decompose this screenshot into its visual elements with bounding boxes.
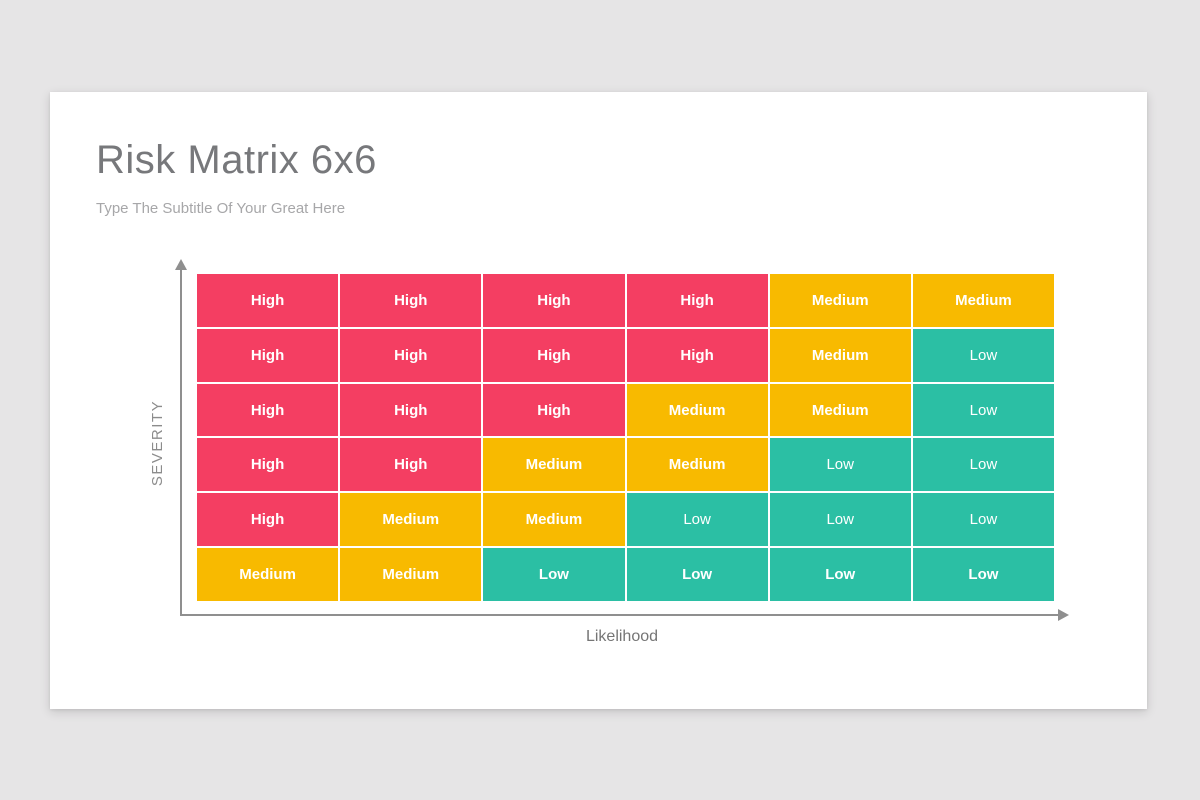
matrix-cell-r2c2: High — [340, 328, 482, 382]
matrix-cell-r1c3: High — [483, 274, 625, 327]
matrix-cell-r3c4: Medium — [626, 383, 768, 437]
matrix-cell-r6c6: Low — [912, 548, 1054, 601]
matrix-cell-r4c2: High — [340, 438, 482, 492]
matrix-cell-r1c5: Medium — [769, 274, 911, 327]
matrix-cell-r4c1: High — [197, 438, 339, 492]
x-axis-arrow-icon — [1058, 609, 1069, 621]
matrix-cell-r1c2: High — [340, 274, 482, 327]
matrix-cell-r5c5: Low — [769, 493, 911, 547]
matrix-cell-r4c6: Low — [912, 438, 1054, 492]
matrix-cell-r3c1: High — [197, 383, 339, 437]
risk-matrix-grid: High High High High Medium Medium High High High… — [197, 274, 1054, 601]
matrix-cell-r2c1: High — [197, 328, 339, 382]
matrix-cell-r5c2: Medium — [340, 493, 482, 547]
y-axis-line — [180, 270, 182, 616]
x-axis-line — [180, 614, 1058, 616]
matrix-cell-r6c4: Low — [626, 548, 768, 601]
matrix-cell-r4c3: Medium — [483, 438, 625, 492]
matrix-cell-r3c3: High — [483, 383, 625, 437]
y-axis-arrow-icon — [175, 259, 187, 270]
page-title: Risk Matrix 6x6 — [96, 138, 377, 182]
matrix-cell-r6c3: Low — [483, 548, 625, 601]
matrix-cell-r3c5: Medium — [769, 383, 911, 437]
matrix-cell-r5c3: Medium — [483, 493, 625, 547]
y-axis-label: SEVERITY — [149, 399, 166, 487]
matrix-cell-r4c5: Low — [769, 438, 911, 492]
matrix-cell-r3c2: High — [340, 383, 482, 437]
matrix-cell-r1c4: High — [626, 274, 768, 327]
matrix-cell-r3c6: Low — [912, 383, 1054, 437]
matrix-cell-r5c1: High — [197, 493, 339, 547]
matrix-cell-r2c3: High — [483, 328, 625, 382]
x-axis-label: Likelihood — [585, 628, 659, 645]
matrix-cell-r5c6: Low — [912, 493, 1054, 547]
matrix-cell-r4c4: Medium — [626, 438, 768, 492]
matrix-cell-r6c2: Medium — [340, 548, 482, 601]
matrix-cell-r2c6: Low — [912, 328, 1054, 382]
matrix-cell-r6c1: Medium — [197, 548, 339, 601]
matrix-cell-r1c6: Medium — [912, 274, 1054, 327]
matrix-cell-r2c4: High — [626, 328, 768, 382]
matrix-cell-r2c5: Medium — [769, 328, 911, 382]
matrix-cell-r1c1: High — [197, 274, 339, 327]
page-subtitle: Type The Subtitle Of Your Great Here — [96, 200, 346, 217]
matrix-cell-r5c4: Low — [626, 493, 768, 547]
matrix-cell-r6c5: Low — [769, 548, 911, 601]
slide-card: Risk Matrix 6x6 Type The Subtitle Of You… — [50, 92, 1147, 709]
